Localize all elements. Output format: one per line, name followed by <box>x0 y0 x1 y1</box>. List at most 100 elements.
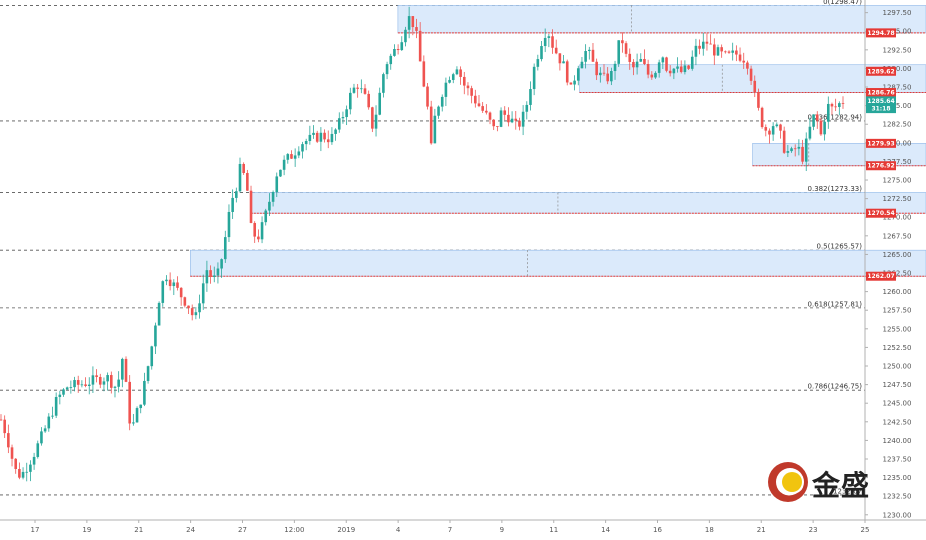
candle-body <box>584 51 587 62</box>
candle-body <box>657 62 661 73</box>
candle-body <box>628 53 632 62</box>
candle-body <box>440 96 444 107</box>
candle-body <box>617 40 621 64</box>
candle-body <box>117 379 120 387</box>
candle-body <box>87 384 91 386</box>
candle-body <box>426 86 429 107</box>
candle-body <box>102 381 106 385</box>
candle-body <box>632 61 635 68</box>
candle-body <box>514 118 518 121</box>
time-tick-label: 14 <box>601 526 610 534</box>
candle-body <box>554 47 558 54</box>
time-tick-label: 4 <box>396 526 401 534</box>
candle-body <box>775 124 779 127</box>
candle-body <box>14 458 18 469</box>
candle-body <box>319 132 323 142</box>
brand-logo-icon <box>768 462 808 502</box>
candle-body <box>260 222 264 240</box>
price-tick-label: 1250.00 <box>883 363 912 371</box>
candle-body <box>573 80 576 85</box>
candle-body <box>701 41 705 49</box>
candle-body <box>253 222 257 237</box>
candle-body <box>705 41 709 44</box>
candle-body <box>547 36 551 38</box>
candle-body <box>212 275 216 277</box>
candle-body <box>29 464 32 472</box>
candle-body <box>110 375 113 388</box>
candle-body <box>363 88 367 94</box>
candle-body <box>47 416 51 429</box>
candle-body <box>621 40 624 44</box>
candle-body <box>132 422 135 424</box>
price-tick-label: 1285.00 <box>883 102 912 110</box>
price-tick-label: 1262.50 <box>883 270 912 278</box>
time-tick-label: 17 <box>31 526 40 534</box>
candle-body <box>731 50 734 53</box>
candle-body <box>150 346 154 367</box>
price-tag-label: 1279.93 <box>867 140 894 147</box>
candle-body <box>84 384 87 386</box>
candle-body <box>819 120 823 135</box>
candle-body <box>65 387 69 390</box>
candlesticks[interactable] <box>0 6 845 482</box>
price-tag <box>866 208 896 218</box>
price-tick-label: 1272.50 <box>883 195 912 203</box>
candle-body <box>176 282 179 288</box>
candle-body <box>179 287 183 298</box>
candle-body <box>242 163 245 173</box>
fib-level-label: 0.618(1257.81) <box>808 300 863 308</box>
candle-body <box>238 163 242 192</box>
price-tick-label: 1297.50 <box>883 9 912 17</box>
candle-body <box>569 82 573 85</box>
candle-body <box>507 114 510 123</box>
candle-body <box>264 210 268 223</box>
candle-body <box>812 114 815 127</box>
candle-body <box>290 154 293 159</box>
candle-body <box>62 389 65 395</box>
price-tick-label: 1237.50 <box>883 455 912 463</box>
candle-body <box>510 118 514 123</box>
candle-body <box>599 72 602 76</box>
candle-body <box>797 146 801 149</box>
fib-level-label: 0(1298.47) <box>823 0 862 6</box>
candle-body <box>749 68 753 81</box>
candle-body <box>466 85 470 89</box>
candle-body <box>444 82 448 97</box>
candle-body <box>724 51 727 53</box>
candle-body <box>360 88 363 90</box>
candle-body <box>536 59 540 67</box>
candle-body <box>341 117 345 119</box>
candle-body <box>676 66 679 69</box>
price-axis: 1230.00 1232.50 1235.00 1237.50 1240.00 1242.… <box>864 0 912 520</box>
price-tick-label: 1257.50 <box>883 307 912 315</box>
candle-body <box>25 471 29 473</box>
candle-body <box>804 138 808 162</box>
candle-body <box>7 433 10 448</box>
candle-body <box>735 50 738 55</box>
candle-body <box>249 190 253 223</box>
candle-body <box>485 110 488 113</box>
time-tick-label: 16 <box>653 526 662 534</box>
candle-body <box>576 68 580 81</box>
candle-body <box>786 151 790 153</box>
candle-body <box>415 27 418 31</box>
candle-body <box>231 197 234 212</box>
fib-level-label: 0.786(1246.75) <box>808 383 863 391</box>
candle-body <box>172 282 176 287</box>
candle-body <box>334 129 337 134</box>
candle-body <box>58 394 62 398</box>
price-tag-label: 31:18 <box>871 106 890 113</box>
price-tag <box>866 96 896 106</box>
candle-body <box>246 172 249 191</box>
candle-body <box>21 471 25 478</box>
price-tag-label: 1262.07 <box>867 273 894 280</box>
price-tick-label: 1240.00 <box>883 437 912 445</box>
candle-body <box>43 428 47 432</box>
price-tick-label: 1287.50 <box>883 84 912 92</box>
candle-body <box>268 201 271 211</box>
candle-body <box>613 63 617 72</box>
time-tick-label: 27 <box>238 526 247 534</box>
candle-body <box>352 87 356 93</box>
candle-body <box>286 154 290 160</box>
